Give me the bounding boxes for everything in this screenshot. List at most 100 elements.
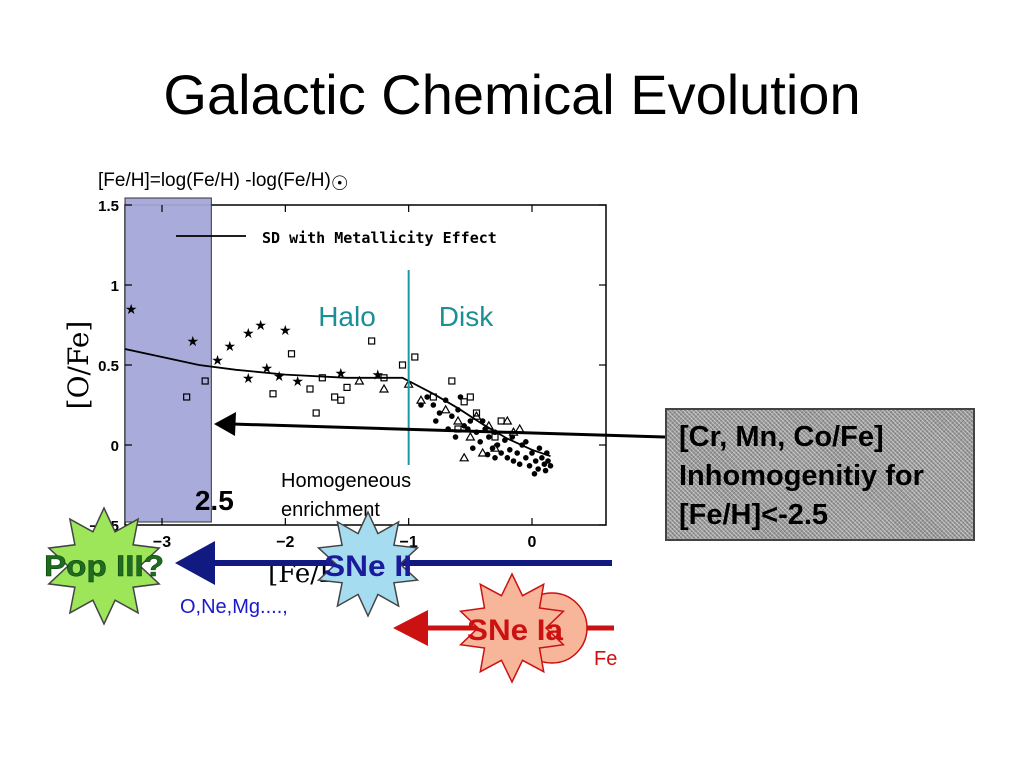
data-point-dot [532,458,539,464]
y-tick-label: 1 [111,278,119,295]
data-point-square [368,337,376,345]
data-point-star: ★ [279,322,292,338]
snela-burst-shape [458,572,566,684]
data-point-dot [547,463,554,469]
pop3-label: Pop III? [44,550,164,583]
data-point-star: ★ [273,368,286,384]
data-point-dot [424,394,430,400]
data-point-dot [541,461,548,468]
data-point-triangle [440,404,451,414]
data-point-dot [526,463,533,469]
data-point-dot [452,434,459,440]
data-point-square [201,377,209,385]
halo-label: Halo [318,301,376,332]
snela-elements: Fe [594,648,617,670]
data-point-star: ★ [254,317,267,333]
x-tick-label: −3 [153,534,171,551]
data-point-dot [489,445,496,452]
snela-label: SNe Ia [467,614,563,647]
data-point-dot [492,455,498,461]
data-point-triangle [465,431,476,441]
data-point-dot [536,445,543,452]
data-point-star: ★ [211,352,224,368]
data-point-star: ★ [242,325,255,341]
data-point-square [466,393,474,401]
model-curve [124,348,551,458]
fe-h-definition: [Fe/H]=log(Fe/H) -log(Fe/H)☉ [98,170,349,196]
data-point-star: ★ [125,301,138,317]
data-point-dot [516,461,523,468]
callout-line-1: [Cr, Mn, Co/Fe] [679,421,884,453]
pop3-burst-shape [47,506,161,626]
data-point-square [287,350,296,358]
data-point-dot [486,434,492,440]
data-point-square [411,353,419,361]
data-point-dot [545,458,551,464]
data-point-star: ★ [242,370,255,386]
data-point-dot [510,458,517,464]
sne2-elements: O,Ne,Mg...., [180,596,288,618]
inhomogeneity-arrowhead [214,412,236,436]
data-point-square [306,385,314,393]
data-point-dot [477,439,484,445]
slide-title: Galactic Chemical Evolution [163,63,861,126]
data-point-triangle [459,452,470,462]
disk-label: Disk [439,301,494,332]
data-point-dot [504,455,511,461]
data-point-square [312,409,320,417]
data-point-dot [523,439,529,445]
data-point-dot [509,434,516,440]
data-point-dot [507,447,513,453]
enrichment-label: enrichment [281,499,380,521]
data-point-triangle [354,375,365,385]
callout-line-2: Inhomogenitiy for [679,460,924,492]
sun-symbol: ☉ [330,173,349,195]
data-point-square [497,417,505,425]
y-tick-label: 1.5 [98,198,119,215]
data-point-star: ★ [291,373,304,389]
sne2-label: SNe II [324,550,412,583]
data-point-dot [470,445,476,452]
pop3-burst: Pop III? [44,506,164,626]
sne2-burst-shape [316,510,420,618]
oxygen-iron-plot: −0.500.511.5 −3−2−10 ★★★★★★★★★★★★★ SD wi… [62,197,607,589]
data-point-star: ★ [224,338,237,354]
x-axis-ticks: −3 −2 −1 0 [153,205,537,551]
data-point-dot [436,410,443,416]
data-point-square [331,393,339,401]
data-points: ★★ ★ ★★★★★★ ★ ★ ★ ★ [125,301,554,477]
data-point-dot [457,394,464,400]
data-point-dot [449,413,455,420]
x-tick-label: −2 [276,534,294,551]
data-point-dot [535,466,541,472]
y-axis-label: [O/Fe] [62,321,95,410]
data-point-triangle [452,415,464,425]
data-point-dot [433,418,439,424]
data-point-square [337,396,345,404]
low-metallicity-shade [124,197,212,523]
data-point-square [318,374,326,382]
sne2-arrow [175,541,612,585]
data-point-dot [498,450,504,456]
y-tick-label: 0.5 [98,358,119,375]
snela-burst: SNe Ia [458,572,588,684]
data-point-dot [484,451,491,458]
data-point-square [343,383,351,391]
data-point-triangle [502,415,513,425]
data-point-square [472,409,481,417]
data-point-triangle [415,394,427,404]
data-point-triangle [477,447,488,457]
y-tick-label: 0 [111,438,119,455]
definition-text: [Fe/H]=log(Fe/H) -log(Fe/H) [98,170,331,191]
data-point-dot [430,402,437,408]
sne2-burst: SNe II [316,510,420,618]
data-point-dot [467,418,474,424]
data-point-dot [461,423,467,429]
data-point-triangle [514,423,525,433]
data-point-dot [494,442,501,448]
data-point-triangle [378,383,390,393]
data-point-dot [523,455,529,461]
data-point-square [460,398,468,406]
data-point-star: ★ [187,333,200,349]
